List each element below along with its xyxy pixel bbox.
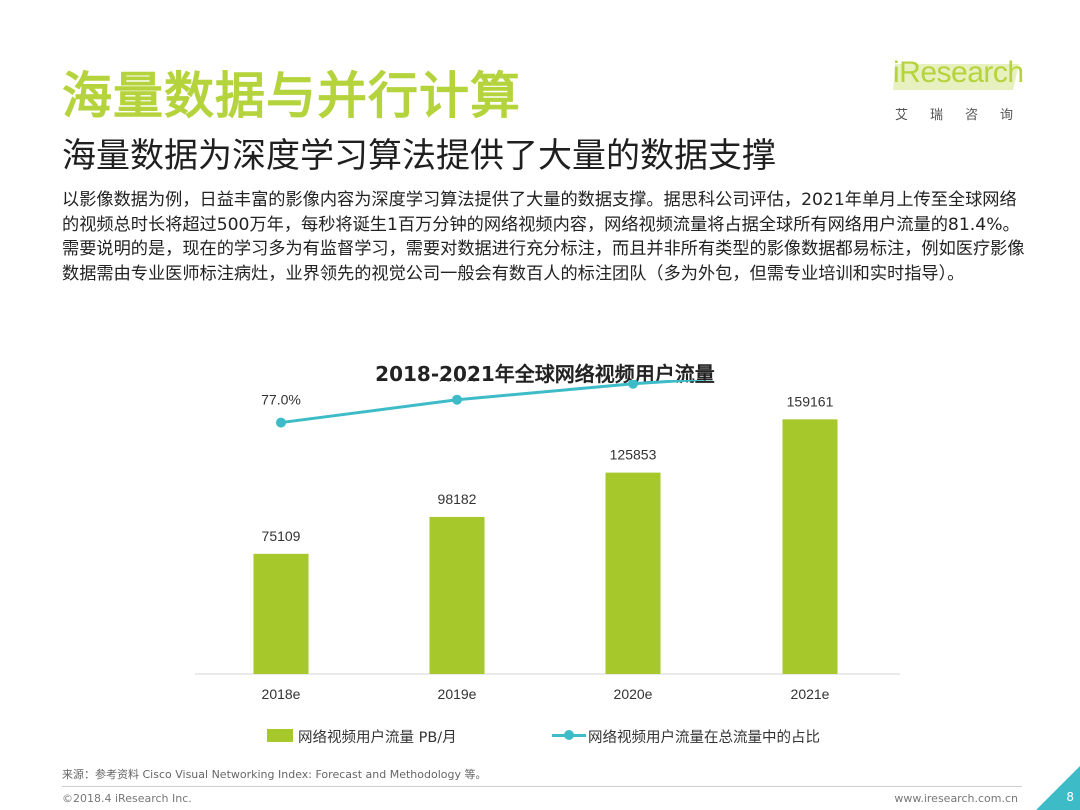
logo-swoosh-icon [893, 64, 1019, 90]
bar-value-label: 125853 [610, 447, 657, 463]
legend-line-marker [564, 730, 574, 740]
x-tick-label: 2020e [614, 686, 653, 702]
chart: 75109 2018e 98182 2019e 125853 2020e 159161 202… [195, 380, 900, 702]
source-note: 来源：参考资料 Cisco Visual Networking Index: F… [62, 768, 487, 781]
chart-legend: 网络视频用户流量 PB/月 网络视频用户流量在总流量中的占比 [0, 726, 1080, 746]
iresearch-logo: iResearch 艾瑞咨询 [893, 56, 1033, 126]
share-value-label: 79.0% [437, 380, 477, 385]
share-point-2018e [276, 417, 286, 428]
legend-bar-label: 网络视频用户流量 PB/月 [298, 730, 457, 746]
legend-line-label: 网络视频用户流量在总流量中的占比 [588, 730, 820, 746]
copyright: ©2018.4 iResearch Inc. [62, 792, 192, 805]
x-tick-label: 2019e [438, 686, 477, 702]
page-number: 8 [1066, 790, 1074, 804]
bar-2020e [605, 472, 661, 674]
legend-bar-swatch [267, 729, 293, 742]
bar-value-label: 75109 [262, 528, 301, 544]
logo-subtext: 艾瑞咨询 [895, 108, 1036, 123]
body-paragraph-2: 需要说明的是，现在的学习多为有监督学习，需要对数据进行充分标注，而且并非所有类型… [62, 239, 1025, 284]
body-paragraph-1: 以影像数据为例，日益丰富的影像内容为深度学习算法提供了大量的数据支撑。据思科公司… [62, 190, 1020, 235]
x-tick-label: 2018e [262, 686, 301, 702]
x-tick-label: 2021e [791, 686, 830, 702]
share-line [280, 380, 714, 425]
footer-divider [62, 786, 1022, 787]
share-point-2019e [452, 394, 462, 405]
website-link[interactable]: www.iresearch.com.cn [894, 792, 1018, 805]
share-value-label: 77.0% [261, 392, 301, 408]
bar-value-label: 159161 [787, 393, 834, 409]
body-text: 以影像数据为例，日益丰富的影像内容为深度学习算法提供了大量的数据支撑。据思科公司… [62, 188, 1032, 286]
bar-2018e [253, 553, 309, 674]
share-point-2020e [628, 380, 638, 389]
bar-2019e [429, 516, 485, 674]
bar-2021e [782, 419, 838, 674]
page-subtitle: 海量数据为深度学习算法提供了大量的数据支撑 [62, 136, 776, 176]
bar-value-label: 98182 [438, 491, 477, 507]
page-corner-decoration [1036, 766, 1080, 810]
logo-wordmark: iResearch [893, 56, 1024, 89]
page-title: 海量数据与并行计算 [62, 67, 521, 125]
